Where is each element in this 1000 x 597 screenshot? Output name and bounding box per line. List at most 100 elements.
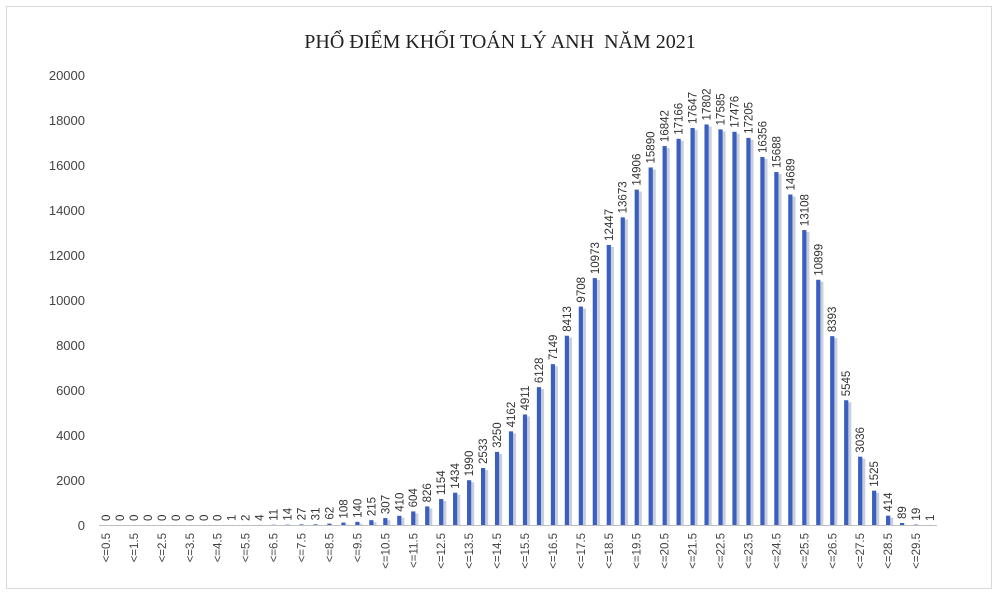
y-tick-label: 10000 bbox=[49, 293, 85, 308]
bar-shadow bbox=[581, 308, 586, 525]
y-tick-label: 16000 bbox=[49, 158, 85, 173]
bar bbox=[425, 506, 430, 525]
x-tick-label: <=12.5 bbox=[436, 533, 448, 569]
bar-shadow bbox=[414, 513, 419, 525]
bar-shadow bbox=[735, 133, 740, 525]
y-tick-label: 20000 bbox=[49, 68, 85, 83]
data-label: 414 bbox=[883, 492, 895, 512]
data-label: 0 bbox=[213, 515, 225, 521]
data-label: 3250 bbox=[492, 422, 504, 448]
data-label: 10973 bbox=[590, 242, 602, 274]
bar bbox=[620, 217, 625, 526]
x-tick-label: <=5.5 bbox=[241, 533, 253, 562]
data-label: 11 bbox=[269, 509, 281, 521]
data-label: 1 bbox=[925, 515, 937, 521]
bar-shadow bbox=[483, 470, 489, 525]
bar-shadow bbox=[749, 139, 754, 525]
data-label: 1 bbox=[227, 515, 239, 521]
x-tick-label: <=0.5 bbox=[101, 533, 113, 562]
data-label: 1525 bbox=[869, 461, 881, 487]
data-label: 8393 bbox=[827, 307, 839, 333]
bar bbox=[816, 279, 821, 525]
bar bbox=[774, 172, 779, 525]
bar-shadow bbox=[623, 219, 628, 526]
data-label: 0 bbox=[115, 515, 127, 521]
bar bbox=[383, 518, 388, 525]
x-tick-label: <=1.5 bbox=[129, 533, 141, 562]
x-tick-label: <=21.5 bbox=[688, 533, 700, 569]
bar-shadow bbox=[637, 191, 642, 526]
bar bbox=[648, 167, 653, 525]
bar bbox=[760, 156, 765, 526]
y-tick-label: 0 bbox=[78, 518, 85, 533]
x-tick-label: <=27.5 bbox=[855, 533, 867, 569]
bar-shadow bbox=[721, 131, 726, 525]
bar-shadow bbox=[428, 508, 433, 525]
bar bbox=[564, 335, 569, 525]
bar-shadow bbox=[539, 389, 545, 525]
data-label: 4162 bbox=[506, 402, 518, 428]
x-tick-label: <=4.5 bbox=[213, 533, 225, 562]
bar bbox=[802, 230, 807, 525]
bar bbox=[718, 129, 723, 525]
data-label: 1434 bbox=[450, 463, 462, 489]
bar-shadow bbox=[777, 174, 782, 525]
data-label: 14 bbox=[283, 507, 295, 520]
x-tick-label: <=23.5 bbox=[743, 533, 755, 569]
data-label: 13108 bbox=[799, 194, 811, 226]
y-tick-label: 8000 bbox=[56, 338, 85, 353]
x-tick-label: <=25.5 bbox=[799, 533, 811, 569]
x-tick-label: <=2.5 bbox=[157, 533, 169, 562]
data-label: 604 bbox=[408, 488, 420, 508]
bar-shadow bbox=[358, 523, 363, 525]
bar-shadow bbox=[651, 169, 656, 525]
bar-shadow bbox=[819, 281, 824, 525]
data-label: 10899 bbox=[813, 244, 825, 276]
x-tick-label: <=18.5 bbox=[604, 533, 616, 569]
data-label: 0 bbox=[171, 515, 183, 521]
x-tick-label: <=3.5 bbox=[185, 533, 197, 562]
bar bbox=[746, 137, 751, 525]
x-tick-label: <=6.5 bbox=[269, 533, 281, 562]
bar bbox=[355, 521, 360, 525]
data-label: 17205 bbox=[743, 102, 755, 134]
bar-shadow bbox=[567, 337, 572, 525]
bar-shadow bbox=[470, 482, 475, 525]
bar-shadow bbox=[595, 280, 600, 525]
data-label: 14689 bbox=[785, 159, 797, 191]
bar bbox=[606, 244, 611, 525]
bar bbox=[886, 515, 891, 525]
data-label: 89 bbox=[897, 506, 909, 519]
data-label: 15688 bbox=[771, 136, 783, 168]
x-tick-label: <=19.5 bbox=[632, 533, 644, 569]
x-tick-label: <=26.5 bbox=[827, 533, 839, 569]
data-label: 0 bbox=[101, 515, 113, 521]
data-label: 12447 bbox=[604, 209, 616, 241]
bar bbox=[872, 490, 877, 525]
bar bbox=[439, 499, 444, 525]
bar-shadow bbox=[861, 458, 866, 525]
bar-shadow bbox=[889, 517, 894, 525]
bar-shadow bbox=[707, 126, 712, 525]
y-tick-label: 18000 bbox=[49, 113, 85, 128]
data-label: 19 bbox=[911, 508, 923, 521]
bar-shadow bbox=[791, 196, 796, 525]
data-label: 826 bbox=[422, 483, 434, 502]
bar bbox=[592, 278, 597, 525]
data-label: 108 bbox=[338, 499, 350, 518]
data-label: 17802 bbox=[702, 88, 714, 120]
chart-frame: PHỔ ĐIỂM KHỐI TOÁN LÝ ANH NĂM 2021 0 2000… bbox=[6, 6, 992, 589]
bar bbox=[397, 515, 402, 525]
data-label: 8413 bbox=[562, 306, 574, 332]
data-label: 9708 bbox=[576, 277, 588, 303]
x-tick-label: <=14.5 bbox=[492, 533, 504, 569]
data-label: 2533 bbox=[478, 438, 490, 464]
data-label: 215 bbox=[366, 497, 378, 516]
bar-shadow bbox=[386, 520, 391, 525]
bar-shadow bbox=[553, 366, 559, 525]
data-label: 13673 bbox=[618, 181, 630, 213]
x-tick-label: <=20.5 bbox=[660, 533, 672, 569]
bar-shadow bbox=[665, 148, 670, 525]
data-label: 14906 bbox=[632, 154, 644, 186]
bar bbox=[522, 414, 528, 525]
